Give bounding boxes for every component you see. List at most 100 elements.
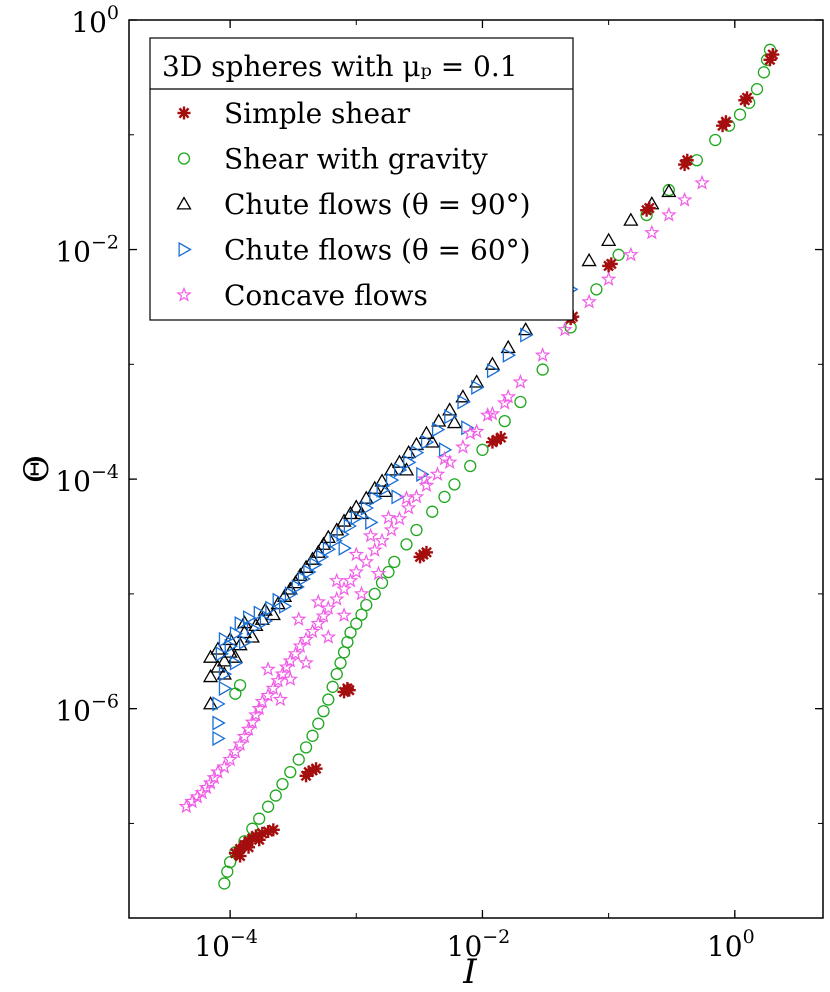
- data-point: [315, 607, 332, 623]
- data-point: [426, 505, 439, 518]
- data-point: [429, 466, 446, 481]
- data-point: [278, 658, 295, 674]
- data-point: [442, 402, 458, 416]
- data-point: [419, 545, 433, 559]
- data-point: [216, 758, 233, 774]
- data-point: [279, 598, 293, 614]
- data-point: [212, 730, 226, 747]
- data-point: [446, 414, 463, 429]
- data-point: [265, 606, 281, 621]
- data-point: [590, 283, 603, 296]
- data-point: [680, 153, 694, 167]
- data-point: [290, 611, 307, 626]
- data-point: [400, 538, 413, 551]
- data-point: [644, 224, 660, 240]
- series-triangle-up: [202, 183, 677, 710]
- data-point: [287, 645, 304, 661]
- data-point: [222, 751, 238, 767]
- data-point: [243, 610, 257, 626]
- data-point: [322, 541, 337, 557]
- series-circle: [218, 43, 777, 890]
- legend: 3D spheres with μₚ = 0.1 Simple shear She…: [149, 37, 574, 321]
- data-point: [244, 629, 260, 643]
- data-point: [328, 572, 345, 588]
- data-point: [676, 191, 693, 207]
- data-point: [502, 347, 517, 363]
- data-point: [462, 425, 479, 441]
- data-point: [310, 593, 327, 609]
- data-point: [260, 687, 276, 703]
- series-pentagram: [178, 174, 710, 814]
- data-point: [661, 183, 677, 198]
- data-point: [494, 431, 508, 445]
- data-point: [299, 741, 313, 754]
- data-point: [355, 608, 368, 621]
- data-point: [420, 434, 435, 450]
- data-point: [270, 672, 286, 688]
- data-point: [215, 646, 230, 662]
- legend-marker-triangle-up: [176, 196, 192, 210]
- legend-title: 3D spheres with μₚ = 0.1: [162, 50, 518, 83]
- x-tick-label: 10−2: [447, 926, 511, 963]
- data-point: [223, 855, 237, 869]
- legend-box: [149, 37, 574, 321]
- data-point: [424, 434, 440, 448]
- data-point: [410, 523, 423, 537]
- y-tick-label: 10−2: [55, 232, 119, 269]
- data-point: [410, 445, 425, 461]
- data-point: [246, 620, 261, 637]
- data-point: [581, 293, 597, 309]
- data-point: [358, 553, 375, 569]
- data-point: [393, 462, 408, 478]
- data-point: [240, 721, 257, 737]
- data-point: [259, 613, 274, 629]
- data-point: [471, 379, 485, 395]
- data-point: [400, 499, 417, 515]
- data-point: [317, 705, 330, 718]
- data-point: [408, 488, 425, 504]
- data-point: [343, 518, 358, 534]
- data-point: [391, 489, 405, 505]
- data-point: [292, 753, 305, 766]
- data-point: [612, 248, 625, 261]
- legend-label: Simple shear: [224, 97, 411, 130]
- legend-label: Chute flows (θ = 90°): [224, 188, 531, 221]
- data-point: [272, 592, 286, 608]
- tick-layer: 10−4 10−2 100 10−6 10−4 10−2 100: [55, 2, 823, 963]
- data-point: [368, 587, 381, 601]
- data-point: [234, 616, 248, 632]
- data-point: [253, 812, 266, 825]
- legend-marker-triangle-right: [178, 241, 192, 258]
- data-point: [330, 667, 343, 681]
- data-point: [233, 849, 247, 863]
- data-point: [661, 206, 677, 222]
- data-point: [374, 532, 390, 548]
- data-point: [436, 450, 453, 466]
- data-point: [486, 363, 501, 379]
- data-point: [224, 638, 238, 654]
- legend-marker-circle: [177, 152, 191, 165]
- data-point: [336, 580, 352, 596]
- y-tick-label: 10−6: [55, 691, 119, 728]
- data-point: [265, 600, 279, 616]
- data-point: [254, 611, 270, 625]
- data-point: [455, 438, 471, 454]
- data-point: [733, 108, 747, 121]
- data-point: [334, 656, 347, 670]
- legend-entry: Concave flows: [176, 279, 428, 312]
- legend-marker-asterisk: [177, 106, 191, 120]
- data-point: [498, 414, 511, 428]
- data-point: [391, 510, 408, 526]
- data-point: [320, 628, 337, 644]
- data-point: [398, 490, 415, 505]
- data-point: [320, 600, 337, 615]
- data-point: [557, 321, 573, 337]
- data-point: [476, 443, 489, 456]
- data-point: [448, 478, 461, 491]
- data-point: [342, 683, 356, 697]
- data-point: [365, 514, 379, 530]
- data-point: [694, 174, 710, 190]
- data-point: [534, 347, 551, 362]
- data-point: [261, 800, 275, 813]
